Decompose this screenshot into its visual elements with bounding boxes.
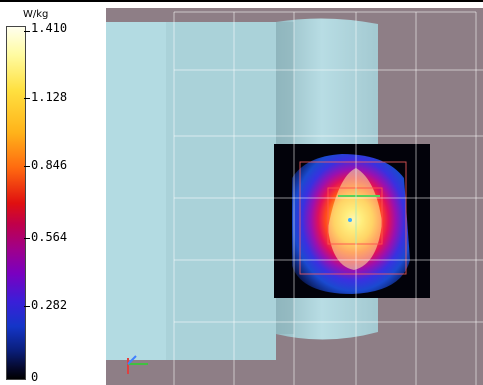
top-border [0,0,483,2]
phantom-shade [166,22,276,360]
grid-overlay [173,11,483,385]
scene-canvas [106,11,483,385]
area-scan-frame [299,161,407,275]
tick-mark [24,31,30,32]
colorbar-label-max: 1.410 [31,21,68,35]
colorbar-unit: W/kg [23,9,49,20]
colorbar-label: 0.282 [31,298,68,312]
3d-viewport[interactable] [106,8,483,385]
axis-triad-icon [127,355,148,374]
tick-mark [24,98,30,99]
colorbar-label: 0.564 [31,230,68,244]
colorbar-label-min: 0 [31,370,39,384]
zoom-scan-frame [327,187,383,245]
tick-mark [24,238,30,239]
tick-mark [24,306,30,307]
colorbar-gradient [6,26,26,380]
colorbar-label: 0.846 [31,158,68,172]
peak-marker [348,218,352,222]
colorbar-label: 1.128 [31,90,68,104]
tick-mark [24,166,30,167]
